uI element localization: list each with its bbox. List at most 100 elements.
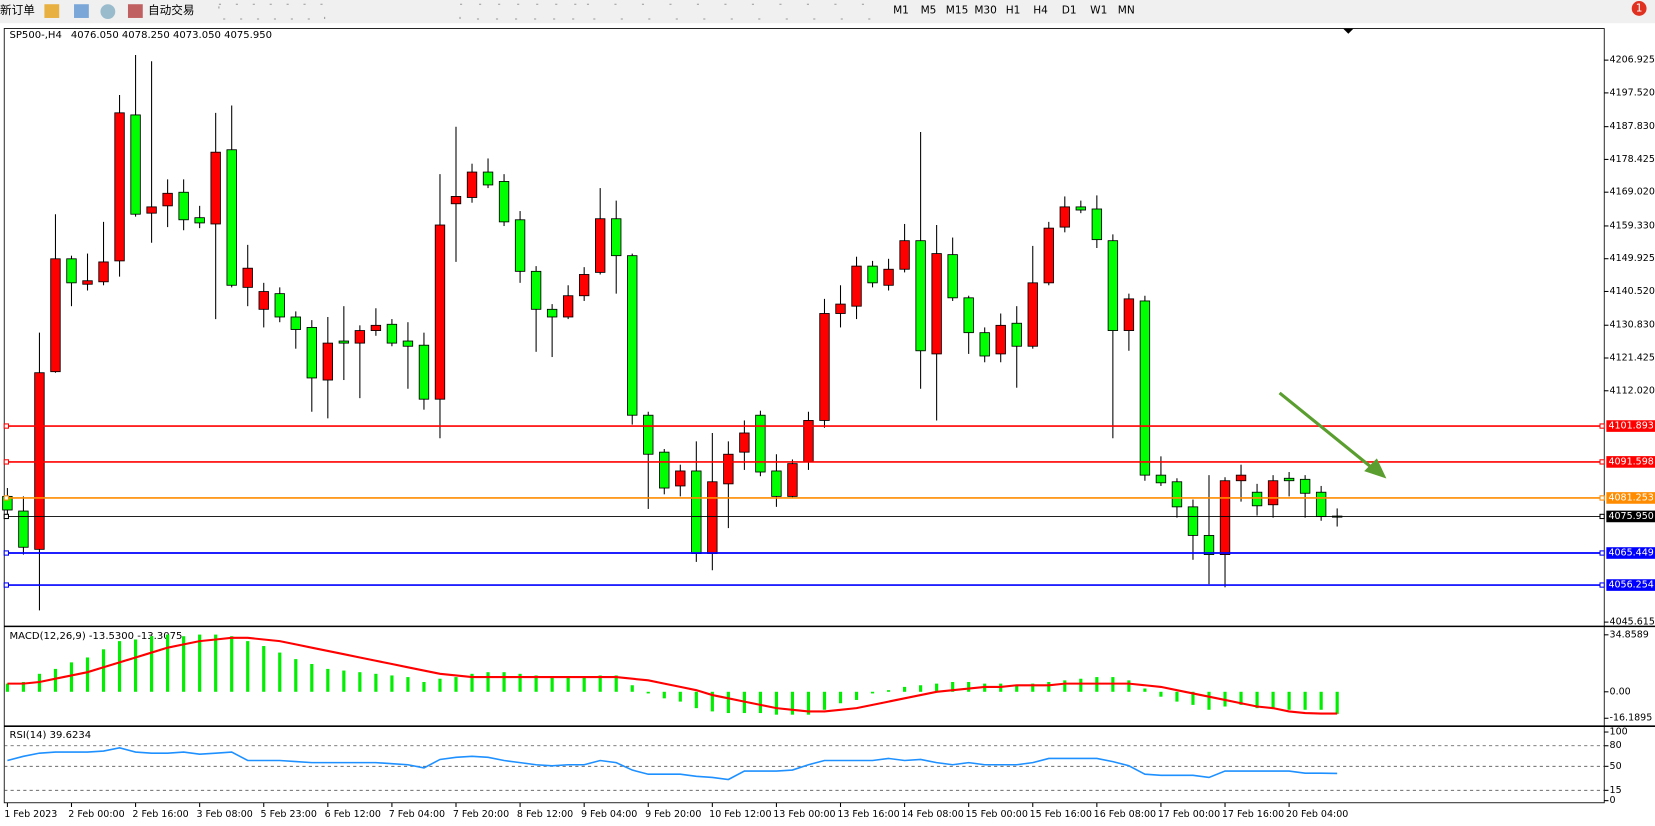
candle-body xyxy=(755,414,766,473)
candle-body xyxy=(867,265,878,284)
macd-bar xyxy=(822,691,827,710)
macd-bar xyxy=(182,636,186,692)
chart-tools[interactable] xyxy=(218,3,326,20)
candle-body xyxy=(482,171,494,186)
candle-body xyxy=(1011,322,1022,347)
y-tick-label: 4197.520 xyxy=(1610,87,1655,98)
chart-tools[interactable] xyxy=(459,3,577,20)
level-label: 4091.598 xyxy=(1608,456,1653,467)
candle-body xyxy=(899,240,910,270)
x-tick-label: 8 Feb 12:00 xyxy=(517,809,573,820)
level-handle xyxy=(1599,423,1605,429)
macd-bar xyxy=(534,675,538,692)
timeframe-button[interactable]: H1 xyxy=(1006,5,1021,17)
level-label-bg xyxy=(1606,510,1655,523)
candle-body xyxy=(530,270,542,310)
macd-bar xyxy=(598,675,602,692)
timeframe-button[interactable]: H4 xyxy=(1033,5,1048,17)
timeframe-button[interactable]: D1 xyxy=(1062,5,1077,17)
candle-body xyxy=(226,149,237,286)
candle-body xyxy=(146,206,157,214)
y-tick-label: 34.8589 xyxy=(1610,629,1649,640)
macd-bar xyxy=(486,672,490,692)
candle-body xyxy=(98,261,109,283)
timeframe-button[interactable]: W1 xyxy=(1090,5,1107,17)
candle-body xyxy=(707,481,718,554)
level-label: 4056.254 xyxy=(1608,580,1653,591)
y-tick-label: 4140.520 xyxy=(1610,286,1655,297)
badge-count: 1 xyxy=(1636,2,1643,14)
macd-bar xyxy=(1175,691,1179,702)
macd-bar xyxy=(406,677,410,692)
macd-bar xyxy=(886,690,891,692)
chart-frame xyxy=(3,28,1605,804)
candle-body xyxy=(1251,491,1263,507)
macd-bar xyxy=(69,662,74,692)
timeframe-button[interactable]: MN xyxy=(1118,5,1135,17)
auto-trade-icon[interactable] xyxy=(127,4,143,18)
trend-arrow xyxy=(1278,391,1387,479)
candle-body xyxy=(787,463,798,497)
macd-bar xyxy=(1143,688,1147,692)
macd-bar xyxy=(566,677,570,692)
candle-body xyxy=(306,327,317,379)
macd-bar xyxy=(278,652,282,692)
timeframe-button[interactable]: M1 xyxy=(893,5,909,17)
candle-body xyxy=(290,316,301,330)
timeframe-button[interactable]: M30 xyxy=(974,5,997,17)
macd-bar xyxy=(758,691,762,714)
macd-bar xyxy=(646,691,650,694)
candle-body xyxy=(979,332,990,357)
timeframe-button[interactable]: M5 xyxy=(921,5,937,17)
candle-body xyxy=(1203,534,1215,555)
candle-body xyxy=(659,451,670,489)
y-tick-label: 4178.425 xyxy=(1610,154,1655,165)
icon[interactable] xyxy=(100,4,116,20)
y-tick-label: 0.00 xyxy=(1610,686,1631,697)
signal-line xyxy=(7,636,1338,715)
candle-body xyxy=(1043,227,1054,284)
timeframe-button[interactable]: M15 xyxy=(946,5,969,17)
rsi-line xyxy=(7,747,1338,781)
icon[interactable] xyxy=(44,4,60,18)
x-tick-label: 14 Feb 08:00 xyxy=(901,809,963,820)
new-order-button[interactable]: 新订单 xyxy=(0,3,35,17)
macd-bar xyxy=(726,691,730,714)
macd-bar xyxy=(310,664,314,692)
macd-bar xyxy=(1271,691,1275,709)
y-tick-label: 15 xyxy=(1610,785,1622,796)
candle-body xyxy=(562,295,574,318)
x-tick-label: 9 Feb 04:00 xyxy=(581,809,637,820)
x-tick-label: 7 Feb 20:00 xyxy=(453,809,509,820)
x-tick-label: 5 Feb 23:00 xyxy=(261,809,317,820)
candle-body xyxy=(130,114,141,215)
notification-badge[interactable] xyxy=(1631,1,1647,16)
candle-body xyxy=(178,191,189,221)
macd-bar xyxy=(294,659,298,692)
macd-bar xyxy=(935,683,939,692)
macd-bar xyxy=(326,668,330,692)
macd-bar xyxy=(870,691,875,694)
icon[interactable] xyxy=(74,4,89,18)
candle-body xyxy=(1027,282,1038,347)
macd-bar xyxy=(85,657,90,692)
macd-bar xyxy=(838,691,843,704)
macd-bar xyxy=(1239,691,1243,705)
macd-bar xyxy=(630,685,634,692)
macd-bar xyxy=(117,641,122,692)
candle-body xyxy=(34,372,45,550)
auto-trade-button[interactable]: 自动交易 xyxy=(148,3,194,17)
candle-body xyxy=(242,267,253,288)
y-tick-label: 100 xyxy=(1610,727,1628,738)
macd-bar xyxy=(101,649,106,692)
level-label-bg xyxy=(1606,420,1655,432)
macd-bar xyxy=(903,686,907,692)
y-tick-label: 4045.615 xyxy=(1610,617,1655,628)
macd-bar xyxy=(230,636,234,692)
macd-bar xyxy=(454,677,458,692)
candle-body xyxy=(322,342,334,381)
candle-body xyxy=(627,255,638,416)
candle-body xyxy=(931,253,942,355)
level-handle xyxy=(3,459,9,465)
candle-body xyxy=(1267,480,1279,506)
